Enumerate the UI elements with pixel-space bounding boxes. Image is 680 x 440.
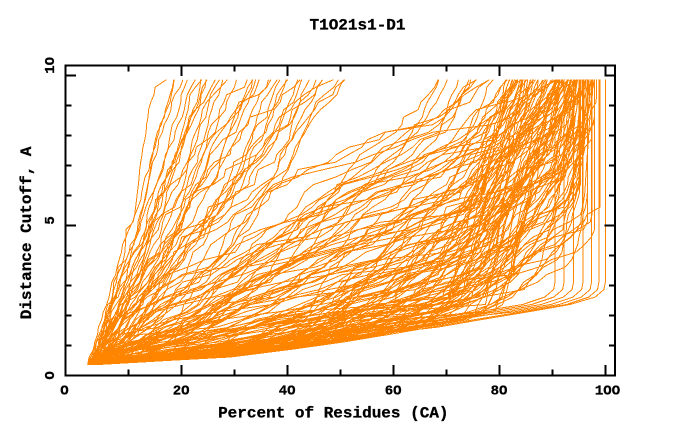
- svg-text:Distance Cutoff, A: Distance Cutoff, A: [18, 146, 36, 319]
- svg-text:Percent of Residues (CA): Percent of Residues (CA): [218, 405, 448, 423]
- svg-text:O: O: [60, 384, 68, 400]
- svg-text:O: O: [43, 371, 59, 379]
- svg-text:1O: 1O: [43, 57, 59, 74]
- svg-text:5: 5: [43, 216, 59, 224]
- svg-text:8O: 8O: [491, 384, 508, 400]
- svg-text:4O: 4O: [279, 384, 296, 400]
- svg-text:T1O21s1-D1: T1O21s1-D1: [309, 17, 405, 35]
- svg-text:1OO: 1OO: [595, 384, 620, 400]
- svg-text:2O: 2O: [173, 384, 190, 400]
- svg-text:6O: 6O: [385, 384, 402, 400]
